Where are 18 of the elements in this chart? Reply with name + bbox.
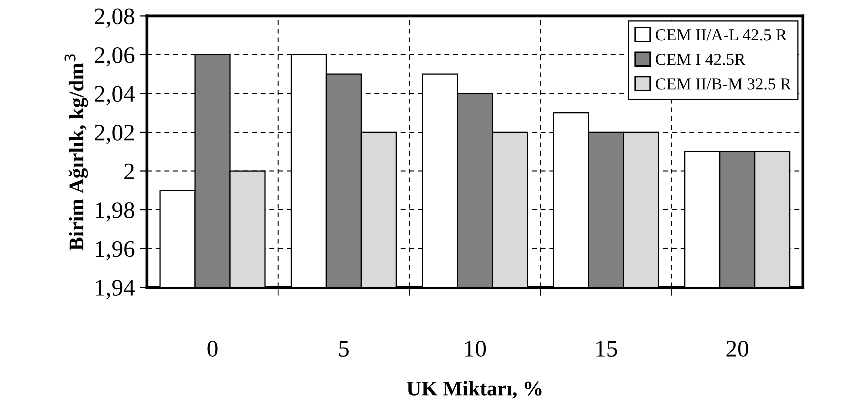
y-tick-label: 2,08: [95, 8, 134, 28]
y-tick-label: 2,02: [95, 124, 134, 144]
x-axis-title: UK Miktarı, %: [407, 381, 542, 399]
y-tick-label: 2: [124, 164, 134, 180]
y-tick-label: 1,96: [96, 241, 135, 261]
legend-label: CEM II/B-M 32.5 R: [656, 78, 792, 90]
y-tick-label: 2,06: [95, 47, 135, 67]
x-tick-label: 15: [596, 341, 618, 357]
y-tick-label: 1,98: [96, 202, 134, 222]
x-tick-label: 5: [339, 341, 349, 357]
legend-label: CEM I 42.5R: [656, 54, 746, 66]
y-axis-title: Birim Ağırlık, kg/dm$^{3}$: [64, 54, 88, 251]
y-tick-label: 2,04: [95, 86, 135, 106]
y-tick-label: 1,94: [96, 280, 135, 300]
x-tick-label: 10: [465, 341, 486, 357]
x-tick-label: 20: [726, 341, 748, 357]
legend-label: CEM II/A-L 42.5 R: [656, 29, 788, 41]
x-tick-label: 0: [208, 341, 218, 357]
